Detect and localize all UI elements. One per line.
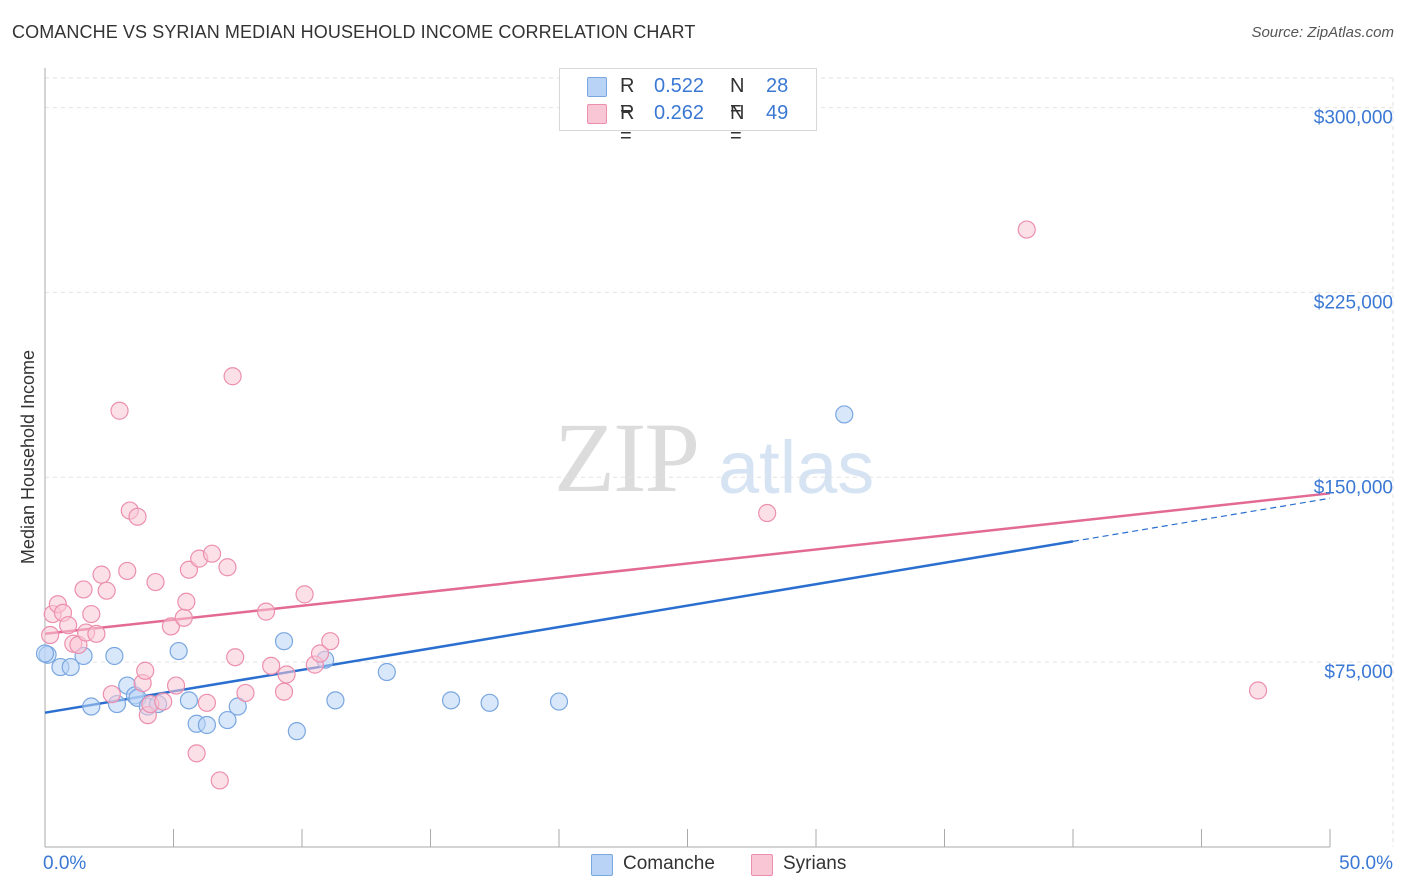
point-syrians xyxy=(187,744,206,763)
point-comanche xyxy=(228,697,247,716)
axes xyxy=(44,68,1331,848)
point-syrians xyxy=(274,682,294,701)
point-syrians xyxy=(41,625,60,645)
point-comanche xyxy=(287,722,306,741)
point-syrians xyxy=(256,602,276,621)
x-tick-label-min: 0.0% xyxy=(43,853,86,874)
point-syrians xyxy=(97,581,116,600)
chart-title: COMANCHE VS SYRIAN MEDIAN HOUSEHOLD INCO… xyxy=(12,22,696,42)
point-syrians xyxy=(277,665,296,684)
legend-r-label: R = xyxy=(620,102,635,147)
point-syrians xyxy=(174,608,193,627)
data-points xyxy=(35,220,1268,790)
point-syrians xyxy=(236,683,255,703)
point-syrians xyxy=(177,592,196,611)
axis-labels: $75,000 $150,000 $225,000 $300,000 0.0% 50.0%… xyxy=(18,108,1393,874)
point-syrians xyxy=(166,676,186,695)
point-comanche xyxy=(549,692,569,711)
y-tick-label: $75,000 xyxy=(1324,662,1393,683)
trend-lines xyxy=(44,492,1331,714)
point-syrians xyxy=(136,661,155,680)
point-syrians xyxy=(161,617,181,636)
y-axis-title: Median Household Income xyxy=(18,350,38,564)
bottom-legend-swatch-comanche xyxy=(591,854,613,876)
y-tick-label: $150,000 xyxy=(1314,477,1393,498)
point-comanche xyxy=(835,405,854,424)
point-syrians xyxy=(102,685,121,704)
x-tick-label-max: 50.0% xyxy=(1339,853,1393,874)
point-comanche xyxy=(274,632,294,651)
bottom-legend-label-comanche: Comanche xyxy=(623,853,715,874)
point-syrians xyxy=(210,771,229,790)
point-syrians xyxy=(218,558,237,577)
legend-n-label: N = xyxy=(730,102,745,147)
y-tick-label: $300,000 xyxy=(1314,108,1393,129)
point-syrians xyxy=(128,507,147,526)
point-syrians xyxy=(1017,220,1036,239)
point-syrians xyxy=(321,632,340,651)
point-comanche xyxy=(61,657,80,677)
point-syrians xyxy=(202,544,222,563)
legend: R = 0.522 N = 28 R = 0.262 N = 49 xyxy=(559,68,817,147)
grid-lines xyxy=(45,77,1394,847)
point-comanche xyxy=(179,691,199,710)
legend-n-value: 28 xyxy=(766,75,789,97)
legend-r-value: 0.262 xyxy=(654,102,705,124)
legend-swatch-syrians xyxy=(587,104,607,124)
point-syrians xyxy=(110,401,129,420)
legend-swatch-comanche xyxy=(587,77,607,97)
point-syrians xyxy=(82,604,101,624)
source-credit: Source: ZipAtlas.com xyxy=(1251,24,1394,41)
point-syrians xyxy=(262,656,281,675)
bottom-legend-label-syrians: Syrians xyxy=(783,853,847,874)
trend-line-syrians xyxy=(44,492,1331,636)
point-comanche xyxy=(82,697,101,716)
watermark-zip: ZIP xyxy=(554,402,700,513)
point-syrians xyxy=(87,624,106,643)
point-syrians xyxy=(758,503,777,523)
trend-line-comanche xyxy=(44,540,1074,714)
point-syrians xyxy=(310,644,330,663)
point-syrians xyxy=(179,560,199,579)
point-comanche xyxy=(480,693,499,712)
point-comanche xyxy=(441,691,461,710)
point-syrians xyxy=(1248,681,1268,700)
point-syrians xyxy=(226,648,245,667)
point-syrians xyxy=(154,692,173,711)
point-comanche xyxy=(169,641,188,661)
point-syrians xyxy=(223,367,242,386)
point-syrians xyxy=(295,585,314,604)
legend-r-value: 0.522 xyxy=(654,75,705,97)
point-syrians xyxy=(197,693,217,712)
point-syrians xyxy=(92,565,111,584)
watermark-atlas: atlas xyxy=(718,426,875,509)
point-syrians xyxy=(74,580,93,599)
point-comanche xyxy=(218,710,237,730)
trend-line-comanche-extension xyxy=(1072,497,1331,542)
y-tick-label: $225,000 xyxy=(1314,292,1393,313)
point-syrians xyxy=(118,561,137,581)
point-comanche xyxy=(35,644,55,663)
legend-n-label: N = xyxy=(730,75,745,120)
point-syrians xyxy=(146,572,165,592)
bottom-legend-swatch-syrians xyxy=(751,854,773,876)
point-syrians xyxy=(59,616,78,635)
point-comanche xyxy=(197,715,217,735)
point-comanche xyxy=(105,646,124,666)
legend-r-label: R = xyxy=(620,75,635,120)
point-comanche xyxy=(326,691,345,710)
legend-n-value: 49 xyxy=(766,102,789,124)
point-comanche xyxy=(377,662,396,682)
